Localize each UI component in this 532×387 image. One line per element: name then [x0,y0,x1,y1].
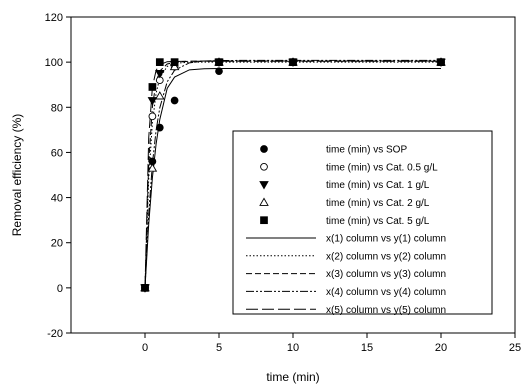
legend-box [232,130,493,315]
series-4-point [155,91,165,100]
x-axis-title: time (min) [266,370,319,384]
legend-label-series-8: x(3) column vs y(3) column [326,269,446,280]
legend-label-series-9: x(4) column vs y(4) column [326,287,446,298]
y-tick-label: 80 [51,102,63,114]
legend: time (min) vs SOP time (min) vs Cat. 0.5 … [232,130,493,316]
y-tick-label: 60 [51,147,63,159]
series-5-point [148,83,157,91]
series-2-point [148,112,157,121]
series-5-point [437,58,445,66]
y-tick-label: 100 [45,57,63,69]
legend-label-series-1: time (min) vs SOP [326,145,407,156]
x-tick-label: 0 [142,342,148,354]
legend-label-series-4: time (min) vs Cat. 2 g/L [326,198,430,209]
y-axis-title: Removal efficiency (%) [10,114,24,236]
legend-label-series-5: time (min) vs Cat. 5 g/L [326,216,430,227]
series-6-curve [144,67,441,288]
series-7-curve [144,61,441,288]
x-tick-label: 15 [361,342,373,354]
series-5-point [155,58,164,66]
legend-label-series-6: x(1) column vs y(1) column [326,234,446,245]
legend-marker-series-1 [260,145,268,153]
legend-label-series-10: x(5) column vs y(5) column [326,305,446,316]
legend-label-series-3: time (min) vs Cat. 1 g/L [326,180,430,191]
series-5-point [215,58,223,66]
x-tick-label: 10 [287,342,299,354]
y-tick-label: -20 [47,328,63,340]
series-4-point [169,61,180,71]
y-tick-label: 120 [45,12,63,24]
x-axis: 0 5 10 15 20 25 [142,333,521,354]
x-tick-label: 5 [216,342,222,354]
series-5-point [289,58,297,66]
series-3-point [155,69,165,79]
legend-label-series-2: time (min) vs Cat. 0.5 g/L [326,162,438,173]
x-tick-label: 20 [435,342,447,354]
series-3-point [147,97,158,106]
y-axis: -20 0 20 40 60 80 100 120 [45,12,71,340]
x-tick-label: 25 [509,342,521,354]
legend-marker-series-4 [259,197,269,206]
y-tick-label: 40 [51,193,63,205]
legend-marker-series-5 [260,216,268,225]
plot-area [140,57,446,293]
series-5-point [170,58,179,66]
series-1-point [215,67,223,76]
legend-label-series-7: x(2) column vs y(2) column [326,251,446,262]
series-1-point [155,123,164,132]
y-tick-label: 20 [51,238,63,250]
series-5-point [141,284,149,292]
series-4-point [147,163,158,172]
legend-marker-series-3 [259,181,269,190]
series-1-point [170,96,179,105]
y-tick-label: 0 [57,283,63,295]
legend-marker-series-2 [260,162,268,171]
